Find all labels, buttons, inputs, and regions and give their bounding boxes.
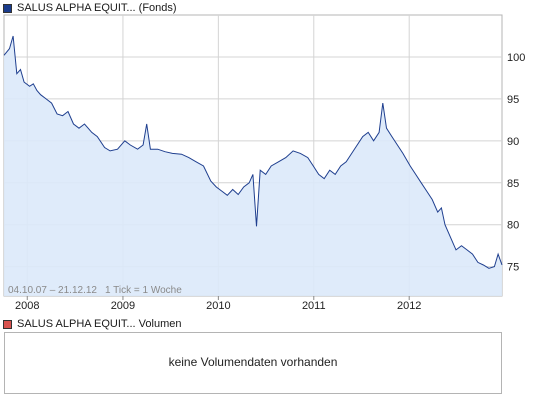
date-range: 04.10.07 – 21.12.12: [8, 285, 97, 296]
y-axis-labels: 75 80 85 90 95 100: [507, 52, 525, 274]
tick-info: 1 Tick = 1 Woche: [105, 285, 182, 296]
y-tick-label: 90: [507, 136, 519, 148]
price-chart: 75 80 85 90 95 100 2008 2009 2010 2011 2012 04.10…: [3, 14, 525, 312]
price-legend: SALUS ALPHA EQUIT... (Fonds): [3, 1, 177, 15]
volume-panel: keine Volumendaten vorhanden: [4, 332, 502, 394]
x-tick-label: 2009: [111, 300, 135, 312]
blue-square-icon: [3, 3, 12, 13]
x-tick-label: 2011: [302, 300, 326, 312]
volume-legend: SALUS ALPHA EQUIT... Volumen: [3, 317, 181, 331]
y-tick-label: 100: [507, 52, 525, 64]
x-tick-label: 2010: [206, 300, 230, 312]
red-square-icon: [3, 319, 12, 329]
y-tick-label: 95: [507, 94, 519, 106]
y-tick-label: 75: [507, 262, 519, 274]
volume-legend-label: SALUS ALPHA EQUIT... Volumen: [17, 318, 182, 330]
x-axis-labels: 2008 2009 2010 2011 2012: [15, 300, 421, 312]
x-tick-label: 2012: [397, 300, 421, 312]
range-info: 04.10.07 – 21.12.12 1 Tick = 1 Woche: [8, 285, 182, 296]
price-line: [3, 35, 503, 269]
y-tick-label: 80: [507, 220, 519, 232]
no-volume-message: keine Volumendaten vorhanden: [168, 355, 338, 369]
y-tick-label: 85: [507, 178, 519, 190]
price-area: [4, 36, 502, 296]
x-tick-label: 2008: [15, 300, 39, 312]
price-legend-label: SALUS ALPHA EQUIT... (Fonds): [17, 2, 177, 14]
